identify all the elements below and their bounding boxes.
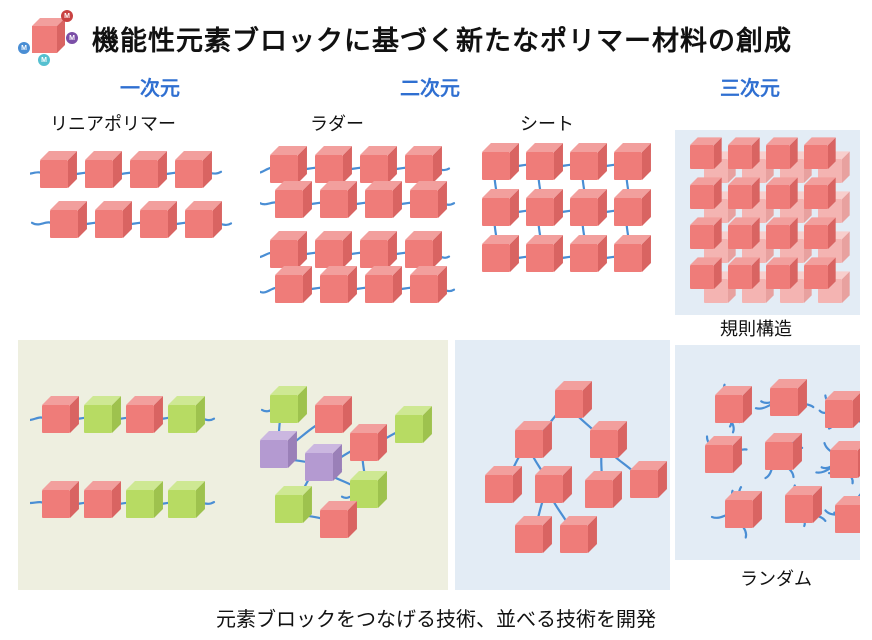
label-linear: リニアポリマー: [50, 110, 176, 136]
label-ordered: 規則構造: [720, 315, 792, 341]
svg-text:M: M: [21, 45, 27, 52]
diagram-ladder: [260, 140, 460, 320]
dim-two-label: 二次元: [400, 72, 460, 101]
dim-three-label: 三次元: [720, 72, 780, 101]
svg-text:M: M: [64, 13, 70, 20]
page-title: 機能性元素ブロックに基づく新たなポリマー材料の創成: [92, 19, 792, 58]
label-random: ランダム: [740, 565, 812, 591]
diagram-random: [680, 370, 860, 560]
logo-cube-svg: M M M M: [12, 8, 82, 68]
dim-one-label: 一次元: [120, 72, 180, 101]
footer-caption: 元素ブロックをつなげる技術、並べる技術を開発: [0, 603, 872, 632]
label-sheet: シート: [520, 110, 574, 136]
diagram-ordered: [680, 135, 860, 315]
header: M M M M 機能性元素ブロックに基づく新たなポリマー材料の創成: [0, 0, 872, 72]
diagram-composite: [30, 375, 440, 575]
svg-text:M: M: [69, 35, 75, 42]
svg-text:M: M: [41, 57, 47, 64]
diagram-linear: [30, 140, 240, 310]
diagram-sheet: [470, 140, 670, 310]
logo-cube: M M M M: [12, 8, 82, 68]
diagram-tree: [460, 375, 670, 575]
label-ladder: ラダー: [310, 110, 364, 136]
